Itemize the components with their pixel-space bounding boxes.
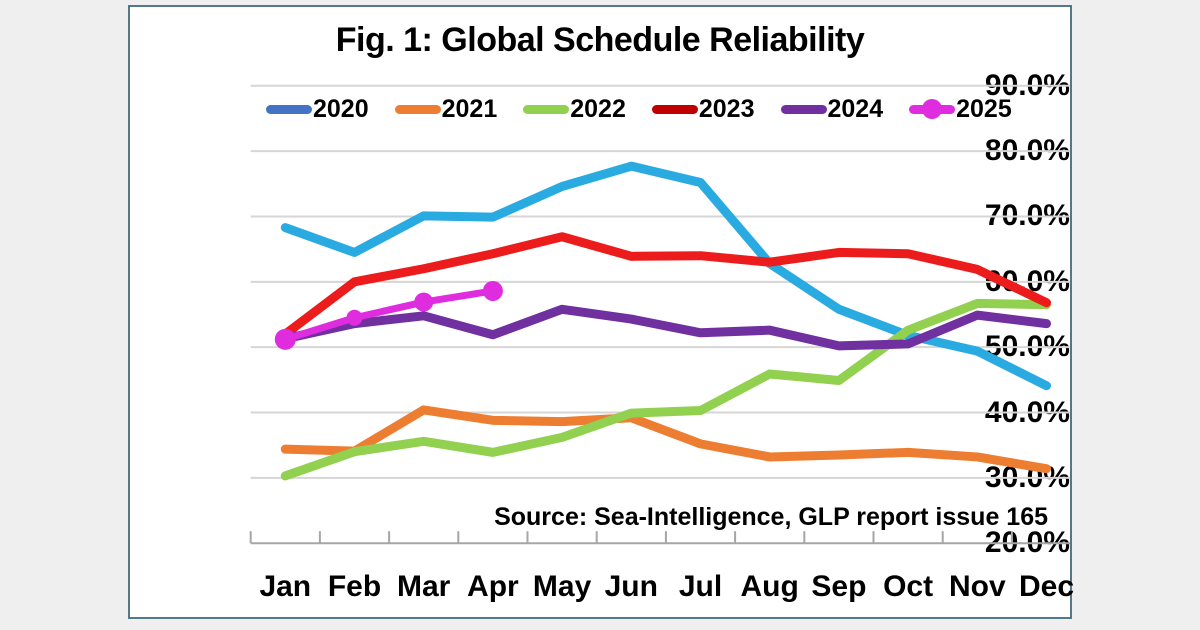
legend-item-2022: 2022 (523, 95, 626, 124)
series-marker-2025 (274, 328, 296, 350)
x-tick-label: Jul (678, 570, 723, 603)
series-line-2022 (280, 298, 1051, 481)
legend-item-2025: 2025 (909, 95, 1012, 124)
series-marker-2025 (346, 309, 363, 326)
source-note: Source: Sea-Intelligence, GLP report iss… (494, 503, 1048, 531)
x-tick-label: Nov (948, 570, 1006, 603)
legend-label: 2021 (441, 94, 498, 123)
legend-line-swatch-icon (780, 104, 827, 114)
x-tick-label: Sep (811, 570, 867, 603)
legend-item-2023: 2023 (651, 94, 755, 124)
x-tick-label: Jan (259, 570, 312, 603)
x-tick-label: Aug (740, 570, 799, 603)
plot-area (249, 84, 1070, 545)
legend-item-2024: 2024 (780, 94, 884, 124)
x-tick-label: May (532, 570, 592, 603)
chart-legend: 2020 2021 2022 2023 2024 2025 (266, 95, 1012, 123)
x-tick-label: Dec (1018, 570, 1075, 603)
legend-label: 2022 (570, 94, 626, 123)
legend-label: 2025 (956, 94, 1012, 123)
series-marker-2025 (414, 292, 434, 312)
legend-line-swatch-icon (394, 104, 441, 114)
legend-line-swatch-icon (909, 99, 956, 119)
legend-label: 2024 (827, 94, 884, 123)
legend-item-2020: 2020 (266, 95, 369, 124)
chart-panel: Fig. 1: Global Schedule Reliability 2020… (128, 5, 1074, 619)
x-tick-label: Apr (467, 570, 519, 603)
legend-line-swatch-icon (266, 104, 312, 114)
series-line-2025 (281, 287, 497, 343)
x-tick-label: Feb (327, 570, 382, 603)
legend-label: 2023 (698, 94, 755, 123)
legend-circle-marker-icon (922, 99, 943, 119)
chart-title: Fig. 1: Global Schedule Reliability (335, 21, 865, 59)
legend-label: 2020 (313, 94, 369, 123)
legend-line-swatch-icon (523, 104, 570, 114)
legend-item-2021: 2021 (394, 94, 498, 124)
x-tick-label: Mar (397, 570, 451, 603)
x-tick-label: Oct (883, 570, 934, 603)
legend-line-swatch-icon (651, 104, 698, 114)
series-line-2021 (280, 405, 1051, 474)
series-line-2023 (280, 232, 1051, 339)
x-axis (249, 531, 1070, 545)
x-tick-label: Jun (604, 570, 658, 603)
series-marker-2025 (482, 280, 503, 301)
series-line-2024 (280, 304, 1051, 351)
